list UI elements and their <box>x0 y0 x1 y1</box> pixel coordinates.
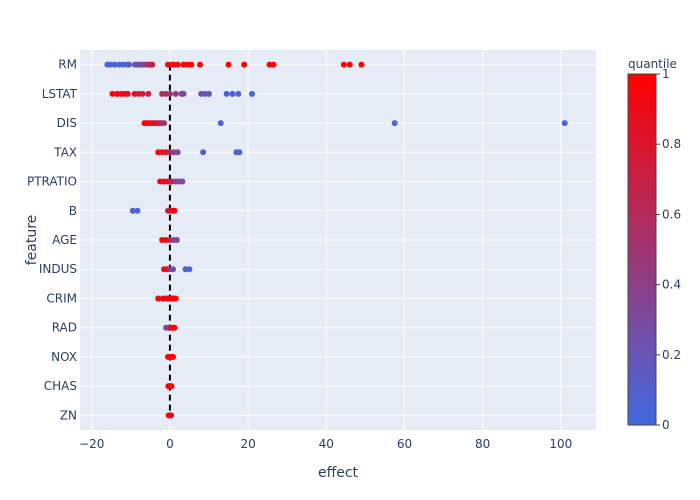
x-tick-label: 40 <box>319 437 334 451</box>
colorbar-tick-label: 0.4 <box>662 278 681 292</box>
data-point-rm <box>346 61 353 68</box>
y-tick-label: CRIM <box>46 291 77 305</box>
y-tick-label: RM <box>58 58 77 72</box>
data-point-rm <box>225 61 232 68</box>
x-tick-label: 0 <box>166 437 174 451</box>
colorbar-tick-label: 0.6 <box>662 207 681 221</box>
data-point-tax <box>200 149 207 156</box>
y-tick-label: NOX <box>51 350 77 364</box>
data-points <box>104 61 568 419</box>
x-tick-label: 80 <box>475 437 490 451</box>
y-tick-label: PTRATIO <box>27 175 77 189</box>
data-point-dis <box>391 120 398 127</box>
data-point-ptratio <box>179 178 186 185</box>
y-tick-label: INDUS <box>39 262 77 276</box>
y-axis-ticks: RM LSTAT DIS TAX PTRATIO B AGE INDUS CRIM RAD NOX C… <box>27 58 78 423</box>
colorbar-tick-label: 0.8 <box>662 137 681 151</box>
x-tick-label: −20 <box>79 437 104 451</box>
x-tick-label: 60 <box>397 437 412 451</box>
data-point-dis <box>161 120 168 127</box>
x-axis-title: effect <box>318 465 359 481</box>
data-point-rm <box>340 61 347 68</box>
data-point-rm <box>197 61 204 68</box>
y-tick-label: B <box>69 204 77 218</box>
y-tick-label: LSTAT <box>42 87 78 101</box>
y-tick-label: AGE <box>52 233 77 247</box>
colorbar: quantile 0 0.2 0.4 0.6 0.8 1 <box>627 57 681 432</box>
colorbar-tick-label: 1 <box>662 67 670 81</box>
data-point-lstat <box>139 90 146 97</box>
colorbar-tick-label: 0 <box>662 418 670 432</box>
y-tick-label: RAD <box>52 321 77 335</box>
data-point-lstat <box>180 90 187 97</box>
data-point-tax <box>174 149 181 156</box>
data-point-b <box>134 207 141 214</box>
data-point-rm <box>107 61 114 68</box>
data-point-crim <box>172 295 179 302</box>
y-tick-label: TAX <box>53 145 77 159</box>
data-point-nox <box>170 353 177 360</box>
colorbar-title: quantile <box>628 57 677 71</box>
data-point-lstat <box>229 90 236 97</box>
y-tick-label: CHAS <box>44 379 77 393</box>
data-point-rm <box>125 61 132 68</box>
data-point-chas <box>168 383 175 390</box>
data-point-rm <box>174 61 181 68</box>
x-tick-label: 20 <box>240 437 255 451</box>
data-point-b <box>129 207 136 214</box>
data-point-rm <box>188 61 195 68</box>
y-axis-title: feature <box>24 215 40 266</box>
data-point-lstat <box>124 90 131 97</box>
data-point-lstat <box>235 90 242 97</box>
data-point-rm <box>241 61 248 68</box>
data-point-rm <box>270 61 277 68</box>
colorbar-ticks: 0 0.2 0.4 0.6 0.8 1 <box>656 67 681 432</box>
colorbar-gradient <box>627 73 657 426</box>
data-point-lstat <box>145 90 152 97</box>
data-point-lstat <box>109 90 116 97</box>
data-point-lstat <box>172 90 179 97</box>
data-point-rm <box>149 61 156 68</box>
data-point-rm <box>358 61 365 68</box>
y-tick-label: ZN <box>60 408 77 422</box>
data-point-indus <box>170 266 177 273</box>
data-point-lstat <box>206 90 212 97</box>
data-point-b <box>171 207 178 214</box>
data-point-crim <box>155 295 162 302</box>
data-point-lstat <box>166 90 173 97</box>
data-point-lstat <box>249 90 255 97</box>
y-tick-label: DIS <box>57 116 77 130</box>
data-point-zn <box>168 412 175 419</box>
data-point-indus <box>186 266 193 273</box>
data-point-lstat <box>223 90 230 97</box>
colorbar-tick-label: 0.2 <box>662 348 681 362</box>
data-point-dis <box>561 120 568 127</box>
x-tick-label: 100 <box>549 437 572 451</box>
data-point-rm <box>111 61 118 68</box>
x-axis-ticks: −20 0 20 40 60 80 100 <box>79 437 572 451</box>
data-point-rad <box>171 324 178 331</box>
data-point-dis <box>217 120 224 127</box>
data-point-age <box>173 237 180 243</box>
data-point-tax <box>236 149 243 156</box>
